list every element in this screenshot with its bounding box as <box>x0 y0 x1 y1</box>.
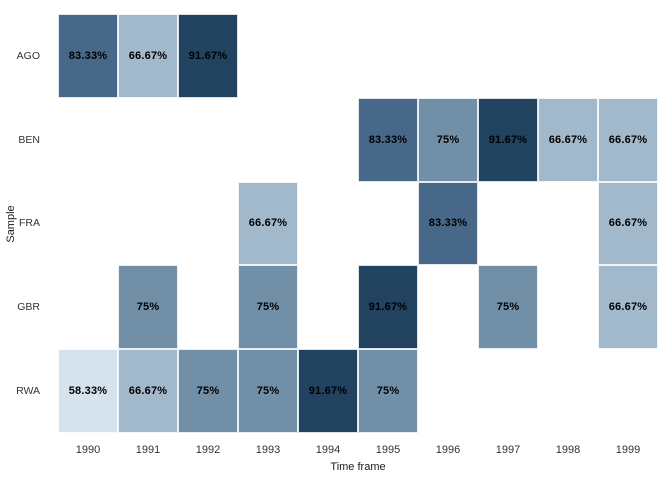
heatmap-cell-gbr-1991: 75% <box>118 265 178 350</box>
x-tick-label-1991: 1991 <box>135 444 161 456</box>
heatmap-cell-value: 66.67% <box>608 301 648 314</box>
x-tick-label-1992: 1992 <box>195 444 221 456</box>
x-tick-label-1999: 1999 <box>615 444 641 456</box>
heatmap-cell-rwa-1994: 91.67% <box>298 349 358 433</box>
heatmap-cell-ben-1996: 75% <box>418 97 478 182</box>
x-tick-label-1994: 1994 <box>315 444 341 456</box>
heatmap-cell-rwa-1991: 66.67% <box>118 349 178 433</box>
y-tick-label-fra: FRA <box>19 217 40 230</box>
x-axis-title: Time frame <box>330 461 386 473</box>
heatmap-cell-value: 91.67% <box>368 301 408 314</box>
y-tick-label-ago: AGO <box>16 49 40 62</box>
heatmap-cell-ago-1992: 91.67% <box>178 14 238 98</box>
y-axis-tick-labels: AGO BEN FRA GBR RWA <box>0 14 48 433</box>
heatmap-cell-value: 58.33% <box>68 385 108 398</box>
heatmap-cell-value: 66.67% <box>548 133 588 146</box>
heatmap-cell-fra-1996: 83.33% <box>418 181 478 266</box>
heatmap-cell-value: 83.33% <box>428 217 468 230</box>
heatmap-cell-ago-1990: 83.33% <box>58 14 118 98</box>
heatmap-cell-value: 66.67% <box>128 49 168 62</box>
heatmap-cell-gbr-1997: 75% <box>478 265 538 350</box>
heatmap-cell-value: 75% <box>256 385 280 398</box>
heatmap-cell-ben-1998: 66.67% <box>538 97 598 182</box>
heatmap-cell-fra-1999: 66.67% <box>598 181 658 266</box>
heatmap-cell-gbr-1999: 66.67% <box>598 265 658 350</box>
heatmap-cell-value: 66.67% <box>248 217 288 230</box>
heatmap-cell-value: 75% <box>256 301 280 314</box>
heatmap-cell-value: 91.67% <box>188 49 228 62</box>
heatmap-cell-rwa-1990: 58.33% <box>58 349 118 433</box>
y-tick-label-ben: BEN <box>18 133 40 146</box>
x-tick-label-1998: 1998 <box>555 444 581 456</box>
heatmap-cell-rwa-1992: 75% <box>178 349 238 433</box>
x-tick-label-1995: 1995 <box>375 444 401 456</box>
heatmap-cell-value: 75% <box>196 385 220 398</box>
heatmap-cell-value: 66.67% <box>608 217 648 230</box>
heatmap-cell-value: 83.33% <box>368 133 408 146</box>
heatmap-cell-ben-1995: 83.33% <box>358 97 418 182</box>
heatmap-cell-value: 91.67% <box>488 133 528 146</box>
x-tick-label-1990: 1990 <box>75 444 101 456</box>
heatmap-cell-value: 75% <box>496 301 520 314</box>
heatmap-cell-ben-1999: 66.67% <box>598 97 658 182</box>
heatmap-cell-gbr-1995: 91.67% <box>358 265 418 350</box>
heatmap-cell-value: 83.33% <box>68 49 108 62</box>
heatmap-cell-value: 66.67% <box>608 133 648 146</box>
x-tick-label-1993: 1993 <box>255 444 281 456</box>
y-tick-label-gbr: GBR <box>17 301 40 314</box>
heatmap-cell-rwa-1995: 75% <box>358 349 418 433</box>
x-axis-tick-labels: 1990 1991 1992 1993 1994 1995 1996 1997 1998 1999 <box>58 444 658 458</box>
heatmap-cell-value: 66.67% <box>128 385 168 398</box>
heatmap-cell-ago-1991: 66.67% <box>118 14 178 98</box>
heatmap-cell-fra-1993: 66.67% <box>238 181 298 266</box>
heatmap-cell-value: 75% <box>436 133 460 146</box>
x-tick-label-1996: 1996 <box>435 444 461 456</box>
x-tick-label-1997: 1997 <box>495 444 521 456</box>
heatmap-cell-gbr-1993: 75% <box>238 265 298 350</box>
heatmap-cell-rwa-1993: 75% <box>238 349 298 433</box>
heatmap-grid: 83.33% 66.67% 91.67% 83.33% 75% 91.67% 66.67% 6… <box>58 14 658 433</box>
heatmap-cell-value: 75% <box>136 301 160 314</box>
heatmap-cell-ben-1997: 91.67% <box>478 97 538 182</box>
y-tick-label-rwa: RWA <box>16 385 40 398</box>
heatmap-cell-value: 91.67% <box>308 385 348 398</box>
heatmap-cell-value: 75% <box>376 385 400 398</box>
